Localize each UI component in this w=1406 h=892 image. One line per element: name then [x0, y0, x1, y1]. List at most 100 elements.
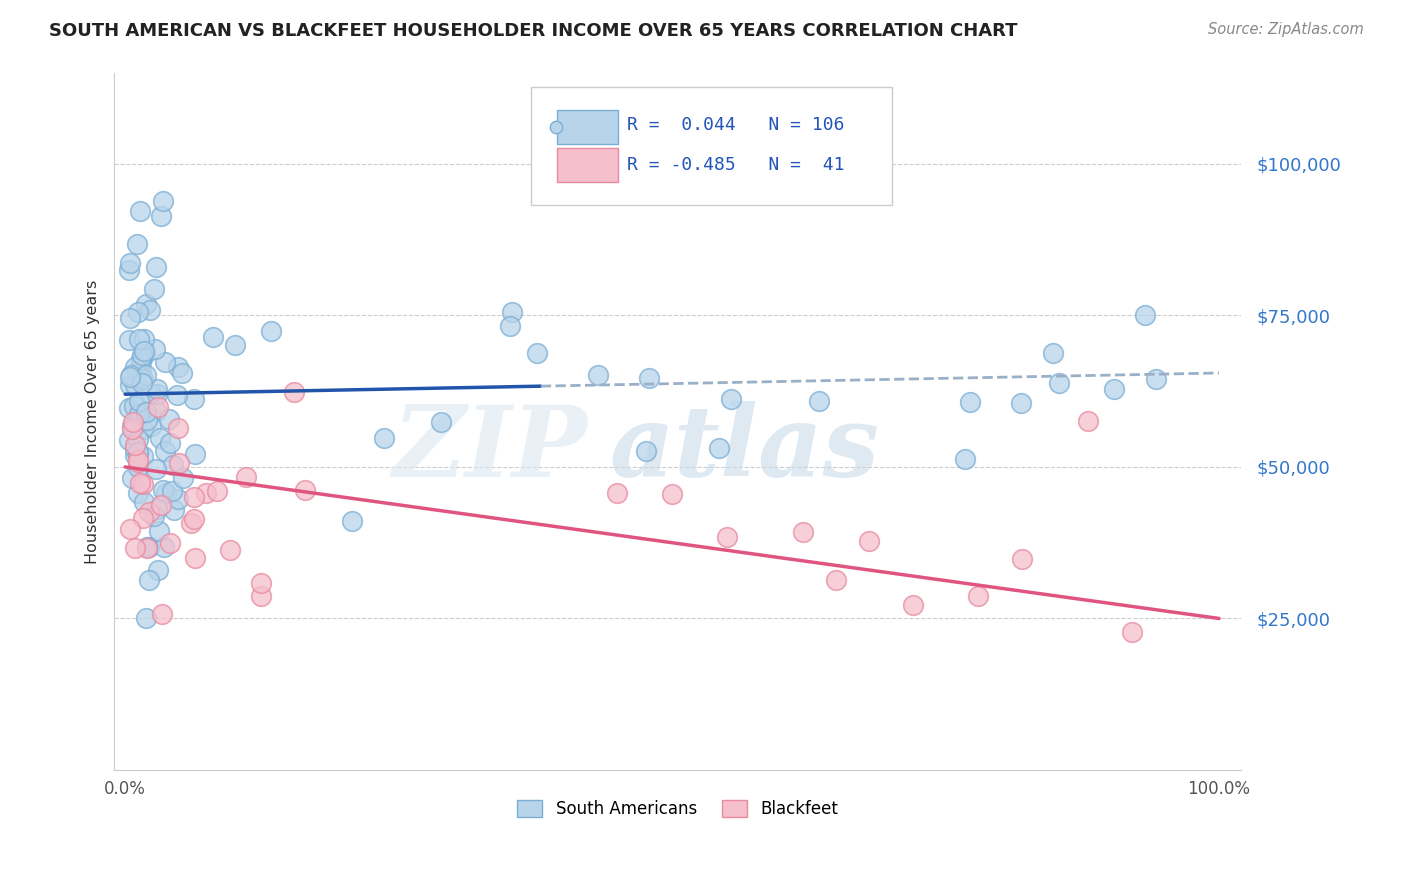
Point: [586, 368, 609, 382]
Point: [122, 399, 145, 413]
FancyBboxPatch shape: [557, 148, 617, 182]
Point: [118, 263, 141, 277]
Point: [260, 324, 283, 338]
Point: [183, 490, 205, 504]
Point: [132, 477, 155, 491]
Point: [124, 377, 146, 392]
Point: [122, 415, 145, 429]
Point: [807, 393, 830, 408]
Point: [526, 346, 548, 360]
Point: [127, 446, 149, 460]
Point: [153, 443, 176, 458]
Point: [128, 332, 150, 346]
Point: [135, 297, 157, 311]
Point: [606, 486, 628, 500]
Y-axis label: Householder Income Over 65 years: Householder Income Over 65 years: [86, 279, 100, 564]
Point: [150, 607, 173, 622]
Point: [136, 540, 159, 554]
Legend: South Americans, Blackfeet: South Americans, Blackfeet: [510, 793, 845, 824]
Point: [134, 495, 156, 509]
Point: [163, 503, 186, 517]
FancyBboxPatch shape: [531, 87, 891, 205]
Point: [132, 372, 155, 386]
Point: [716, 530, 738, 544]
Point: [707, 441, 730, 455]
Point: [118, 433, 141, 447]
Point: [139, 418, 162, 433]
Point: [128, 393, 150, 408]
Point: [124, 360, 146, 375]
Point: [132, 343, 155, 358]
FancyBboxPatch shape: [557, 110, 617, 145]
Point: [146, 382, 169, 396]
Point: [167, 492, 190, 507]
Point: [166, 388, 188, 402]
Point: [131, 348, 153, 362]
Point: [127, 237, 149, 252]
Point: [124, 541, 146, 556]
Point: [148, 431, 170, 445]
Point: [162, 483, 184, 498]
Point: [955, 451, 977, 466]
Text: R =  0.044   N = 106: R = 0.044 N = 106: [627, 116, 845, 135]
Point: [283, 384, 305, 399]
Point: [121, 422, 143, 436]
Point: [373, 432, 395, 446]
Point: [148, 524, 170, 538]
Point: [128, 407, 150, 421]
Point: [124, 442, 146, 457]
Text: Source: ZipAtlas.com: Source: ZipAtlas.com: [1208, 22, 1364, 37]
Point: [120, 377, 142, 392]
Point: [135, 610, 157, 624]
Point: [146, 563, 169, 577]
Point: [170, 366, 193, 380]
Point: [132, 422, 155, 436]
Point: [127, 444, 149, 458]
Point: [661, 487, 683, 501]
Point: [205, 483, 228, 498]
Point: [634, 443, 657, 458]
Point: [180, 516, 202, 530]
Point: [135, 541, 157, 556]
Point: [142, 509, 165, 524]
Point: [1011, 552, 1033, 566]
Point: [792, 525, 814, 540]
Point: [152, 483, 174, 497]
Point: [146, 502, 169, 516]
Point: [294, 483, 316, 497]
Point: [131, 376, 153, 391]
Point: [127, 486, 149, 500]
Point: [150, 498, 173, 512]
Point: [127, 459, 149, 474]
Point: [858, 534, 880, 549]
Text: atlas: atlas: [610, 401, 880, 498]
Point: [118, 401, 141, 415]
Point: [1077, 414, 1099, 428]
Text: SOUTH AMERICAN VS BLACKFEET HOUSEHOLDER INCOME OVER 65 YEARS CORRELATION CHART: SOUTH AMERICAN VS BLACKFEET HOUSEHOLDER …: [49, 22, 1018, 40]
Point: [120, 368, 142, 382]
Point: [124, 438, 146, 452]
Point: [146, 401, 169, 415]
Point: [138, 574, 160, 588]
Point: [132, 449, 155, 463]
Point: [159, 435, 181, 450]
Point: [183, 392, 205, 407]
Point: [1121, 625, 1143, 640]
Point: [172, 471, 194, 485]
Point: [139, 302, 162, 317]
Point: [143, 342, 166, 356]
Point: [825, 574, 848, 588]
Point: [235, 469, 257, 483]
Point: [249, 576, 271, 591]
Point: [118, 370, 141, 384]
Point: [1042, 345, 1064, 359]
Point: [131, 364, 153, 378]
Point: [124, 448, 146, 462]
Point: [637, 370, 659, 384]
Point: [138, 541, 160, 555]
Point: [959, 394, 981, 409]
Point: [155, 355, 177, 369]
Point: [129, 351, 152, 366]
Point: [139, 385, 162, 400]
Point: [127, 305, 149, 319]
